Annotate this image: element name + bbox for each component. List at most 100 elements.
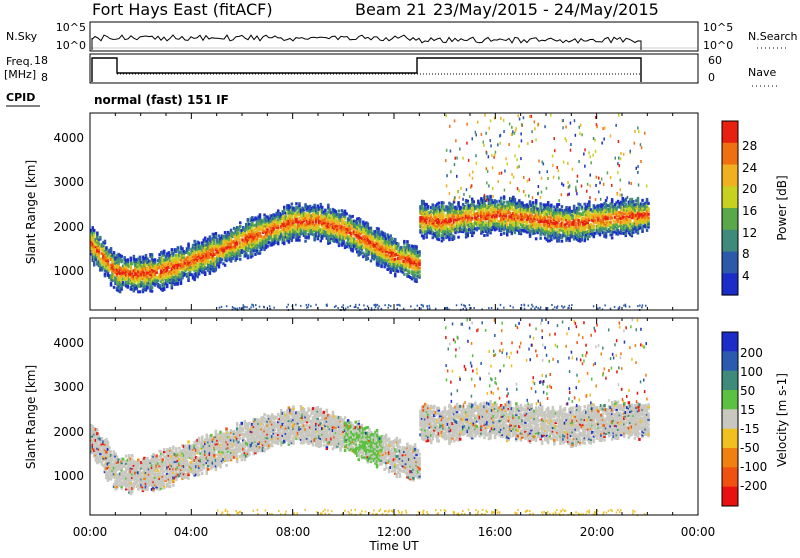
echo-cell xyxy=(209,235,212,238)
echo-cell xyxy=(313,204,316,207)
echo-cell xyxy=(553,206,556,209)
echo-cell xyxy=(231,257,234,260)
echo-cell xyxy=(239,221,242,224)
echo-cell xyxy=(503,232,506,235)
echo-cell xyxy=(386,253,389,256)
nsky-tick-low: 10^0 xyxy=(56,39,86,52)
echo-cell xyxy=(127,258,130,261)
echo-cell xyxy=(104,273,107,276)
echo-cell xyxy=(110,282,113,285)
nave-tick-high: 60 xyxy=(708,54,722,67)
echo-cell xyxy=(105,246,108,249)
echo-cell xyxy=(291,203,294,206)
echo-cell xyxy=(611,216,614,219)
echo-cell xyxy=(547,201,550,204)
freq-panel: Freq. [MHz] 18 8 60 0 Nave xyxy=(4,54,778,86)
echo-cell xyxy=(394,238,397,241)
echo-cell xyxy=(338,210,341,213)
nsearch-label: N.Search xyxy=(748,30,798,43)
echo-cell xyxy=(581,206,584,209)
echo-cell xyxy=(403,273,406,276)
echo-cell xyxy=(239,258,242,261)
echo-cell xyxy=(154,258,157,261)
echo-cell xyxy=(442,212,445,215)
echo-cell xyxy=(501,172,503,175)
echo-cell xyxy=(500,200,503,203)
cpid-label: CPID xyxy=(6,91,35,104)
echo-cell xyxy=(120,255,123,258)
echo-cell xyxy=(625,198,628,201)
echo-cell xyxy=(93,229,96,232)
echo-cell xyxy=(283,206,286,209)
echo-cell xyxy=(473,231,476,234)
echo-cell xyxy=(438,205,441,208)
echo-cell xyxy=(96,232,99,235)
echo-cell xyxy=(442,205,445,208)
power-echo-marks xyxy=(90,114,650,312)
echo-cell xyxy=(367,257,370,260)
echo-cell xyxy=(113,251,116,254)
echo-cell xyxy=(605,199,608,202)
echo-cell xyxy=(329,208,332,211)
echo-cell xyxy=(422,200,425,203)
echo-cell xyxy=(593,224,596,227)
echo-cell xyxy=(647,207,650,210)
echo-cell xyxy=(584,165,586,168)
nsky-label: N.Sky xyxy=(6,30,38,43)
echo-cell xyxy=(259,213,262,216)
echo-cell xyxy=(561,240,564,243)
echo-cell xyxy=(168,251,171,254)
echo-cell xyxy=(647,213,650,216)
echo-cell xyxy=(397,270,400,273)
echo-cell xyxy=(377,227,380,230)
echo-cell xyxy=(446,149,448,152)
echo-cell xyxy=(327,204,330,207)
echo-cell xyxy=(408,270,411,273)
nsky-tick-high: 10^5 xyxy=(56,21,86,34)
echo-cell xyxy=(399,261,402,264)
echo-cell xyxy=(418,259,421,262)
echo-cell xyxy=(512,196,515,199)
echo-cell xyxy=(298,202,301,205)
echo-cell xyxy=(158,284,161,287)
echo-cell xyxy=(646,229,649,232)
echo-cell xyxy=(574,222,577,225)
echo-cell xyxy=(321,206,324,209)
echo-cell xyxy=(130,257,133,260)
echo-cell xyxy=(453,235,456,238)
echo-cell xyxy=(500,197,503,200)
echo-cell xyxy=(473,200,476,203)
echo-cell xyxy=(171,248,174,251)
echo-cell xyxy=(198,242,201,245)
freq-tick-high: 18 xyxy=(34,54,48,67)
nsky-panel: N.Sky 10^5 10^0 10^5 10^0 N.Search xyxy=(6,21,798,52)
echo-cell xyxy=(151,253,154,256)
echo-cell xyxy=(611,184,613,187)
echo-cell xyxy=(432,203,435,206)
echo-cell xyxy=(577,206,580,209)
echo-cell xyxy=(641,199,644,202)
echo-cell xyxy=(163,250,166,253)
freq-label: Freq. xyxy=(6,55,33,68)
echo-cell xyxy=(224,231,227,234)
beam-label: Beam 21 xyxy=(355,0,427,19)
echo-cell xyxy=(120,259,123,262)
echo-cell xyxy=(637,197,640,200)
echo-cell xyxy=(438,238,441,241)
echo-cell xyxy=(181,247,184,250)
echo-cell xyxy=(104,240,107,243)
echo-cell xyxy=(418,250,421,253)
echo-cell xyxy=(324,209,327,212)
echo-cell xyxy=(529,200,532,203)
echo-cell xyxy=(370,227,373,230)
echo-cell xyxy=(500,233,503,236)
echo-cell xyxy=(338,242,341,245)
echo-cell xyxy=(317,212,320,215)
echo-cell xyxy=(647,216,650,219)
echo-cell xyxy=(295,202,298,205)
echo-cell xyxy=(400,246,403,249)
echo-cell xyxy=(335,218,338,221)
echo-cell xyxy=(266,245,269,248)
echo-cell xyxy=(453,224,456,227)
echo-cell xyxy=(145,254,148,257)
